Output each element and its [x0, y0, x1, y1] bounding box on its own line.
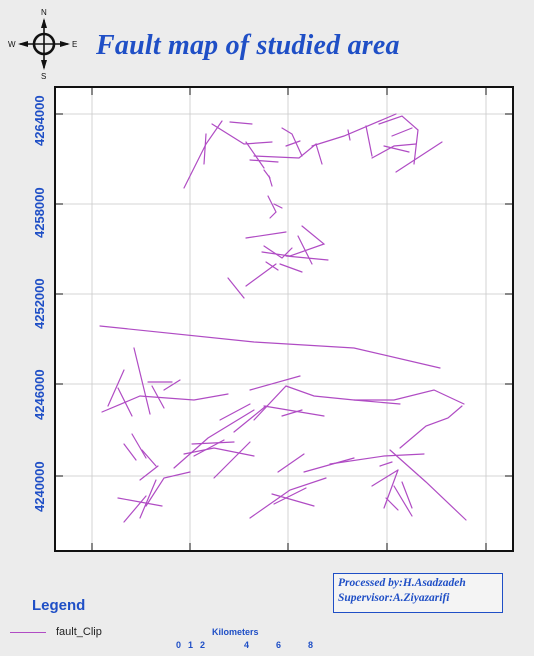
scale-label: 4 [244, 640, 250, 650]
northing-label: 4240000 [32, 461, 47, 512]
grid-ticks [56, 88, 512, 550]
map-frame [54, 86, 514, 552]
processed-by-text: Processed by:H.Asadzadeh [338, 577, 466, 589]
northing-label: 4246000 [32, 369, 47, 420]
supervisor-text: Supervisor:A.Ziyazarifi [338, 592, 450, 604]
fault-map [54, 86, 514, 552]
fault-line-symbol [10, 631, 46, 633]
fault-lines [99, 113, 467, 523]
scale-label: 1 [188, 640, 194, 650]
legend-label: fault_Clip [56, 626, 102, 638]
scale-title: Kilometers [212, 627, 259, 637]
legend-item-fault: fault_Clip [10, 626, 102, 638]
northing-label: 4252000 [32, 278, 47, 329]
scale-label: 6 [276, 640, 282, 650]
northing-label: 4258000 [32, 187, 47, 238]
credits-box: Processed by:H.Asadzadeh Supervisor:A.Zi… [333, 573, 503, 613]
compass-n: N [41, 8, 47, 17]
compass-s: S [41, 72, 46, 80]
compass-w: W [8, 40, 16, 49]
legend-title: Legend [32, 597, 86, 614]
map-title: Fault map of studied area [96, 30, 400, 61]
grid-lines [56, 88, 512, 550]
northing-label: 4264000 [32, 95, 47, 146]
scale-label: 0 [176, 640, 182, 650]
north-arrow-icon: N S W E [8, 8, 77, 80]
scale-label: 2 [200, 640, 206, 650]
scale-label: 8 [308, 640, 314, 650]
compass-e: E [72, 40, 77, 49]
